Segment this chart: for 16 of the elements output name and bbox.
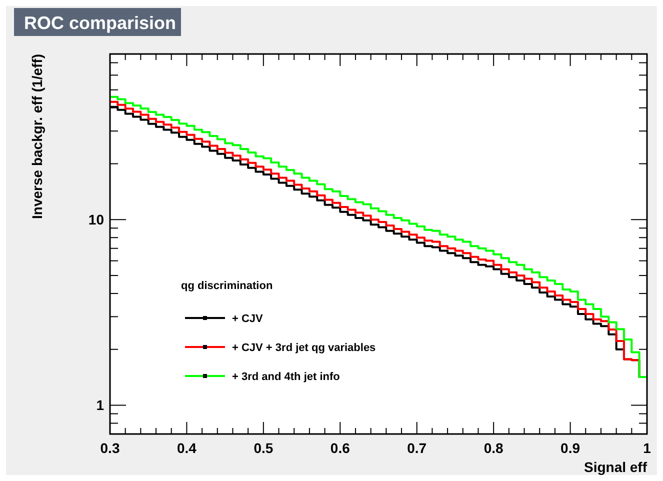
x-tick-label: 0.3	[100, 440, 120, 456]
x-tick-label: 0.9	[560, 440, 580, 456]
x-tick-label: 0.6	[330, 440, 350, 456]
x-tick-label: 0.5	[254, 440, 274, 456]
x-axis-title: Signal eff	[584, 459, 648, 475]
legend-label: + 3rd and 4th jet info	[232, 371, 340, 383]
y-axis-title: Inverse backgr. eff (1/eff)	[29, 54, 45, 219]
x-tick-label: 0.8	[484, 440, 504, 456]
y-tick-label: 10	[88, 212, 104, 228]
x-tick-label: 0.4	[176, 440, 197, 456]
legend-label: + CJV + 3rd jet qg variables	[232, 342, 376, 354]
x-tick-label: 1	[643, 440, 652, 456]
legend-label: + CJV	[232, 313, 264, 325]
chart-title: ROC comparision	[24, 13, 176, 33]
legend-title: qg discrimination	[181, 280, 273, 292]
x-tick-label: 0.7	[407, 440, 427, 456]
